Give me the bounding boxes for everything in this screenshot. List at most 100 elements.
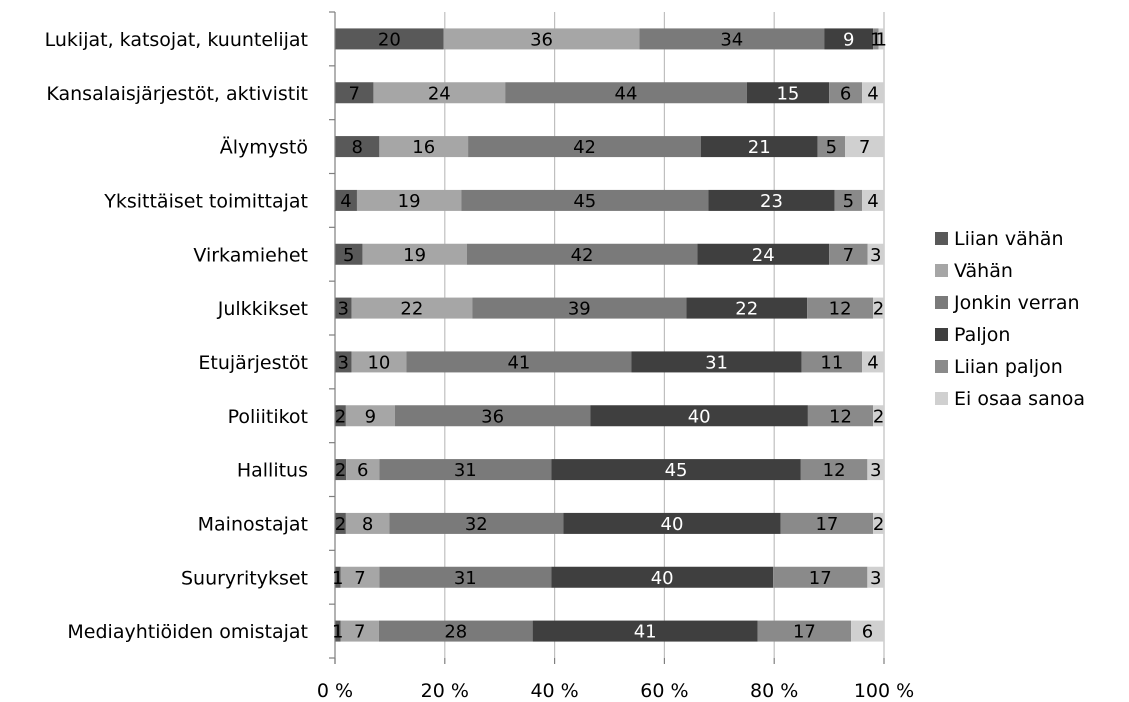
value-label: 8 [362, 514, 373, 535]
value-label: 45 [573, 191, 596, 212]
bar-segment [472, 297, 687, 319]
value-label: 44 [615, 83, 638, 104]
bar-segment [378, 620, 533, 642]
value-label: 17 [809, 568, 832, 589]
bar-segment [800, 459, 868, 481]
category-label: Julkkikset [217, 298, 308, 320]
value-label: 16 [412, 137, 435, 158]
value-label: 24 [428, 83, 451, 104]
bar-segment [335, 459, 347, 481]
bar-segment [824, 28, 874, 50]
bar-segment [356, 189, 462, 211]
value-label: 31 [705, 352, 728, 373]
category-label: Etujärjestöt [198, 352, 308, 374]
bar-segment [829, 82, 863, 104]
bar-segment [335, 351, 352, 373]
bar-segment [335, 82, 374, 104]
value-label: 1 [876, 29, 887, 50]
bar-segment [340, 566, 380, 588]
value-label: 9 [365, 406, 376, 427]
value-label: 36 [481, 406, 504, 427]
bar-segment [873, 405, 884, 427]
value-label: 4 [340, 191, 351, 212]
bar-segment [686, 297, 808, 319]
category-label: Älymystö [220, 136, 308, 159]
bar-segment [335, 243, 363, 265]
value-label: 3 [870, 245, 881, 266]
bar-segment [817, 136, 846, 158]
value-label: 15 [776, 83, 799, 104]
value-label: 12 [829, 406, 852, 427]
value-label: 6 [862, 622, 873, 643]
bar-segment [757, 620, 852, 642]
bar-segment [335, 620, 341, 642]
value-label: 17 [793, 622, 816, 643]
value-label: 40 [688, 406, 711, 427]
x-tick-label: 100 % [854, 680, 914, 702]
legend-label: Paljon [954, 324, 1010, 346]
bar-segment [461, 189, 709, 211]
bar-segment [373, 82, 506, 104]
value-label: 31 [454, 460, 477, 481]
x-tick-label: 80 % [750, 680, 798, 702]
value-label: 5 [826, 137, 837, 158]
bar-segment [746, 82, 830, 104]
bar-segment [335, 512, 346, 534]
value-label: 39 [568, 299, 591, 320]
bar-segment [335, 297, 352, 319]
bar-segment [773, 566, 868, 588]
bar-segment [362, 243, 467, 265]
legend-label: Liian paljon [954, 356, 1063, 378]
value-label: 1 [870, 29, 881, 50]
value-label: 2 [873, 299, 884, 320]
category-label: Mainostajat [198, 513, 308, 535]
bar-segment [443, 28, 640, 50]
bar-segment [379, 459, 552, 481]
value-label: 2 [873, 514, 884, 535]
bar-segment [466, 243, 698, 265]
bar-segment [351, 297, 473, 319]
category-labels: Lukijat, katsojat, kuuntelijat Kansalaisj… [45, 29, 308, 643]
bar-segment [389, 512, 564, 534]
bars [335, 28, 884, 642]
bar-segment [631, 351, 802, 373]
value-label: 40 [661, 514, 684, 535]
value-label: 2 [335, 406, 346, 427]
bar-segment [551, 566, 774, 588]
category-label: Poliitikot [228, 406, 308, 428]
value-label: 21 [748, 137, 771, 158]
value-label: 42 [573, 137, 596, 158]
bar-segment [505, 82, 747, 104]
value-label: 11 [820, 352, 843, 373]
bar-segment [335, 28, 444, 50]
bar-segment [701, 136, 818, 158]
category-label: Virkamiehet [193, 244, 308, 266]
value-label: 42 [571, 245, 594, 266]
bar-segment [639, 28, 825, 50]
x-tick-label: 20 % [421, 680, 469, 702]
bar-segment [335, 189, 357, 211]
category-label: Kansalaisjärjestöt, aktivistit [46, 83, 308, 105]
value-label: 2 [335, 514, 346, 535]
value-label: 3 [338, 299, 349, 320]
bar-segment [867, 566, 884, 588]
value-label: 19 [403, 245, 426, 266]
value-label: 7 [859, 137, 870, 158]
bar-segment [708, 189, 835, 211]
value-label: 3 [870, 568, 881, 589]
legend-label: Ei osaa sanoa [954, 388, 1085, 410]
value-label: 3 [870, 460, 881, 481]
bar-segment [862, 82, 884, 104]
value-label: 17 [815, 514, 838, 535]
value-label: 4 [867, 352, 878, 373]
legend-swatch [935, 328, 948, 341]
bar-segment [873, 512, 884, 534]
bar-segment [345, 405, 395, 427]
value-label: 20 [378, 29, 401, 50]
category-label: Suuryritykset [181, 567, 308, 589]
bar-segment [345, 512, 390, 534]
bar-segment [867, 459, 884, 481]
bar-segment [878, 28, 884, 50]
bar-segment [807, 297, 874, 319]
